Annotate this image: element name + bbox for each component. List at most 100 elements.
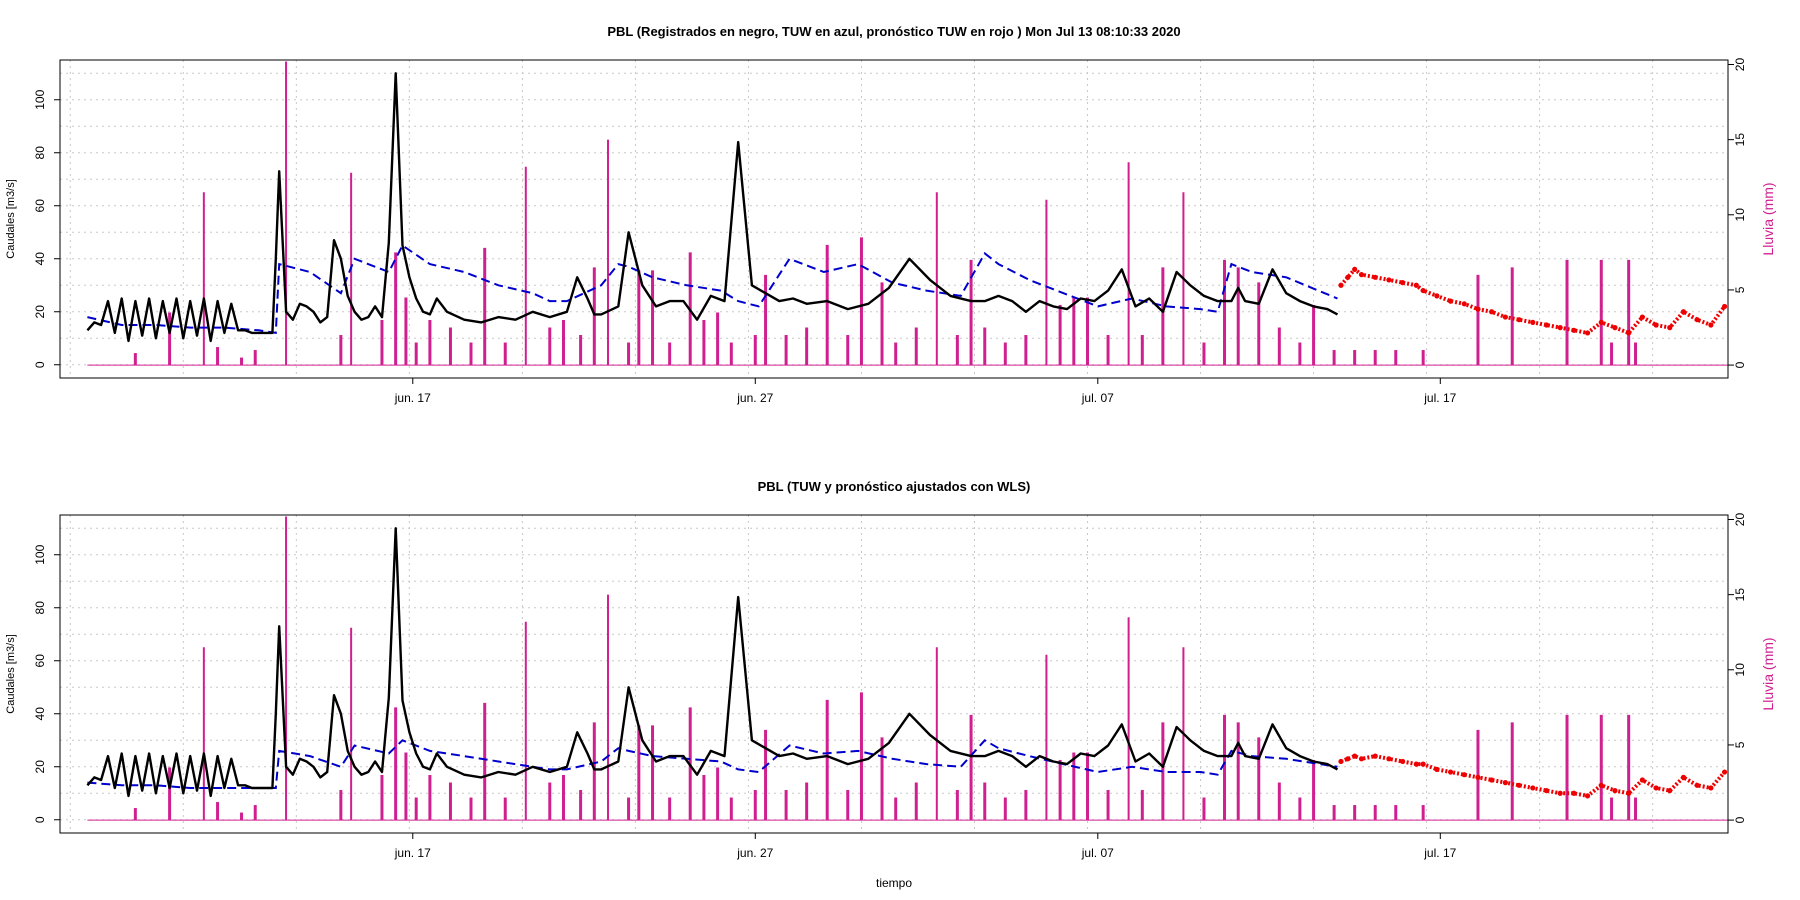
- y-tick-label: 100: [33, 544, 47, 564]
- y2-tick-label: 0: [1733, 816, 1747, 823]
- y-tick-label: 20: [33, 305, 47, 319]
- x-axis: jun. 17 jun. 27 jul. 07 jul. 17: [394, 833, 1457, 860]
- forecast-point: [1639, 777, 1645, 783]
- forecast-point: [1434, 766, 1440, 773]
- x-axis: jun. 17 jun. 27 jul. 07 jul. 17: [394, 378, 1457, 405]
- forecast-point: [1598, 319, 1604, 325]
- x-tick-label: jun. 27: [736, 846, 773, 860]
- forecast-point: [1516, 782, 1522, 788]
- y2-tick-label: 10: [1733, 208, 1747, 222]
- forecast-point: [1626, 790, 1632, 796]
- y-tick-label: 40: [33, 252, 47, 266]
- forecast-point: [1461, 772, 1467, 778]
- plot-frame: [59, 59, 1729, 379]
- y2-tick-label: 5: [1733, 286, 1747, 293]
- observed-series-line: [86, 72, 1339, 343]
- y-tick-label: 0: [33, 816, 47, 823]
- forecast-point: [1352, 266, 1358, 272]
- forecast-point: [1543, 322, 1550, 328]
- x-tick-label: jul. 07: [1081, 846, 1114, 860]
- forecast-point: [1694, 782, 1700, 788]
- chart-title: PBL (TUW y pronóstico ajustados con WLS): [758, 479, 1031, 494]
- y2-tick-label: 20: [1733, 58, 1747, 72]
- forecast-point: [1502, 780, 1508, 786]
- tuw-series-line: [87, 244, 1338, 335]
- forecast-point: [1338, 282, 1344, 288]
- forecast-point: [1680, 774, 1687, 780]
- forecast-point: [1461, 301, 1467, 307]
- x-tick-label: jul. 17: [1423, 846, 1456, 860]
- y-axis-right: 0 5 10 15 20: [1728, 513, 1747, 823]
- forecast-point: [1489, 309, 1495, 315]
- forecast-point: [1400, 758, 1406, 765]
- y-tick-label: 80: [33, 146, 47, 160]
- forecast-point: [1694, 317, 1700, 323]
- forecast-points: [1338, 266, 1728, 336]
- forecast-point: [1338, 758, 1344, 765]
- forecast-point: [1413, 282, 1419, 288]
- forecast-point: [1571, 790, 1577, 796]
- forecast-point: [1708, 785, 1714, 791]
- y2-tick-label: 0: [1733, 361, 1747, 368]
- forecast-point: [1352, 753, 1358, 759]
- forecast-points: [1338, 753, 1728, 799]
- forecast-point: [1557, 325, 1563, 331]
- forecast-point: [1721, 769, 1728, 775]
- forecast-point: [1708, 322, 1714, 328]
- y-tick-label: 60: [33, 654, 47, 668]
- y-axis-label: Caudales [m3/s]: [5, 634, 17, 713]
- forecast-point: [1721, 303, 1728, 310]
- forecast-point: [1653, 322, 1659, 328]
- chart-title: PBL (Registrados en negro, TUW en azul, …: [607, 24, 1180, 39]
- y-tick-label: 20: [33, 760, 47, 774]
- forecast-point: [1584, 330, 1591, 336]
- y-axis-label: Caudales [m3/s]: [5, 179, 17, 258]
- forecast-point: [1372, 753, 1378, 759]
- forecast-point: [1584, 793, 1591, 799]
- forecast-point: [1598, 782, 1604, 788]
- forecast-point: [1386, 756, 1392, 762]
- y2-tick-label: 15: [1733, 133, 1747, 147]
- top-panel: PBL (Registrados en negro, TUW en azul, …: [5, 24, 1776, 405]
- x-tick-label: jun. 17: [394, 846, 431, 860]
- forecast-point: [1543, 788, 1550, 794]
- y-axis-left: 0 20 40 60 80 100: [33, 89, 60, 368]
- forecast-point: [1516, 317, 1522, 323]
- forecast-point: [1447, 769, 1454, 775]
- forecast-point: [1502, 314, 1508, 320]
- y2-axis-label: Lluvia (mm): [1760, 182, 1776, 255]
- y-tick-label: 0: [33, 361, 47, 368]
- forecast-point: [1557, 790, 1563, 796]
- forecast-point: [1372, 274, 1378, 280]
- y2-tick-label: 20: [1733, 513, 1747, 527]
- forecast-point: [1667, 325, 1673, 331]
- bottom-panel: PBL (TUW y pronóstico ajustados con WLS)…: [5, 479, 1776, 860]
- y2-tick-label: 15: [1733, 588, 1747, 602]
- y-tick-label: 100: [33, 89, 47, 109]
- forecast-point: [1680, 309, 1687, 315]
- plot-frame: [59, 514, 1729, 834]
- rain-bars: [133, 61, 1638, 366]
- y-tick-label: 80: [33, 601, 47, 615]
- forecast-point: [1489, 777, 1495, 783]
- forecast-point: [1420, 761, 1426, 767]
- forecast-point: [1475, 306, 1481, 312]
- y2-tick-label: 10: [1733, 663, 1747, 677]
- x-tick-label: jun. 27: [736, 391, 773, 405]
- forecast-point: [1434, 293, 1440, 299]
- y-axis-left: 0 20 40 60 80 100: [33, 544, 60, 823]
- forecast-point: [1475, 774, 1481, 780]
- x-tick-label: jul. 17: [1423, 391, 1456, 405]
- forecast-point: [1358, 272, 1365, 278]
- forecast-point: [1413, 761, 1419, 767]
- forecast-point: [1358, 756, 1365, 762]
- forecast-point: [1420, 287, 1426, 294]
- forecast-point: [1386, 277, 1392, 283]
- y2-axis-label: Lluvia (mm): [1760, 637, 1776, 710]
- forecast-point: [1612, 325, 1618, 331]
- x-tick-label: jun. 17: [394, 391, 431, 405]
- forecast-point: [1447, 298, 1454, 304]
- forecast-point: [1571, 327, 1577, 333]
- tuw-series-line: [87, 739, 1338, 789]
